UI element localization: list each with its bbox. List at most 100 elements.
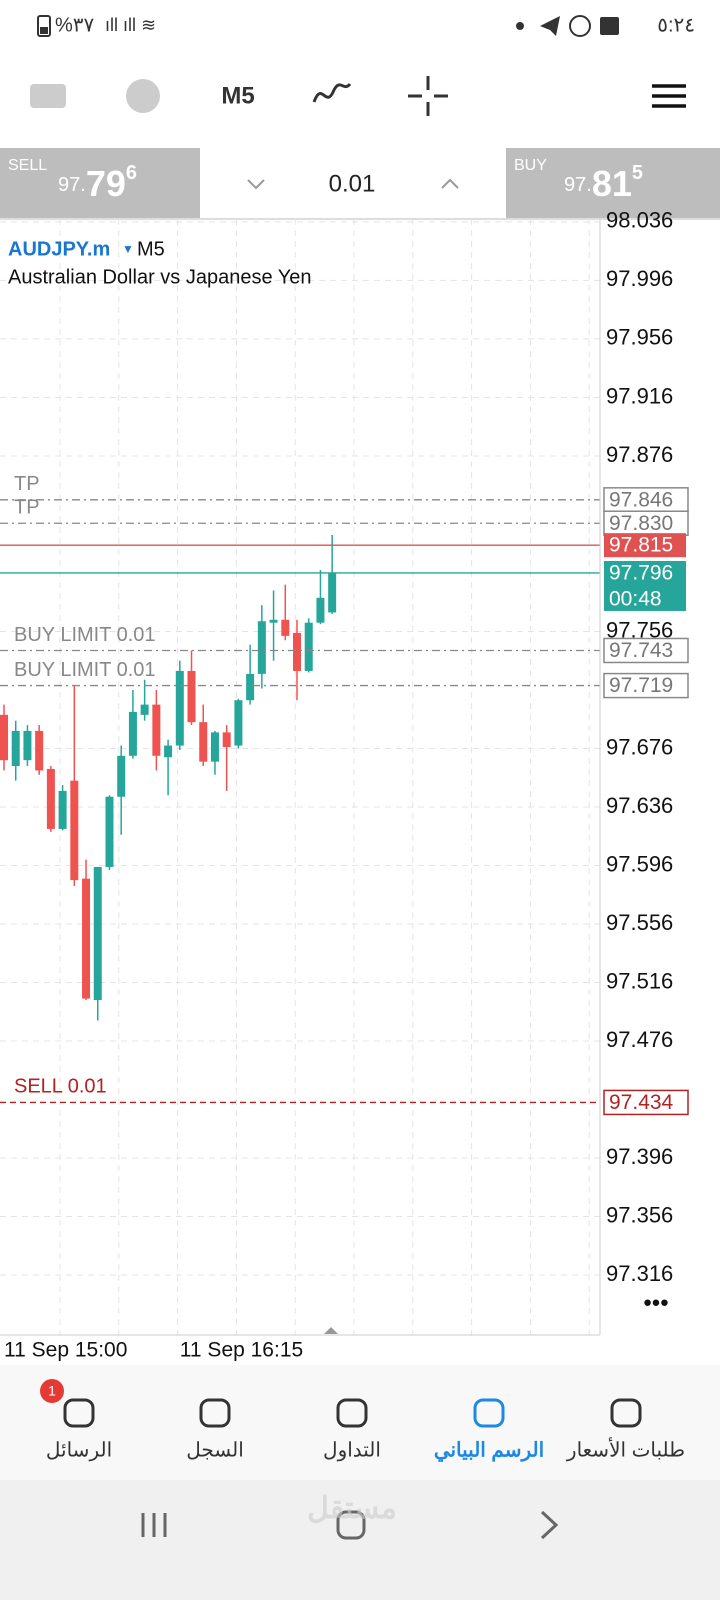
candle-body: [210, 732, 219, 762]
nav-label[interactable]: طلبات الأسعار: [566, 1436, 685, 1461]
battery-text: %٣٧: [55, 14, 95, 36]
price-level-label: BUY LIMIT 0.01: [14, 624, 156, 646]
nav-icon: [473, 1398, 505, 1428]
more-icon[interactable]: •••: [643, 1289, 668, 1316]
nav-items: الرسائل السجل التداول الرسم البياني طلبات ال…: [40, 1379, 685, 1462]
y-tick-label: 97.316: [606, 1261, 673, 1286]
candle-body: [304, 622, 313, 671]
telegram-icon: [540, 16, 560, 36]
price-level-box: [603, 672, 689, 699]
nav-label[interactable]: الرسائل: [46, 1439, 112, 1461]
candle-body: [293, 632, 301, 671]
timeframe-button[interactable]: M5: [221, 82, 254, 109]
badge-count: 1: [48, 1383, 56, 1399]
candle-body: [93, 866, 102, 1001]
symbol-description: Australian Dollar vs Japanese Yen: [8, 266, 312, 288]
candle-body: [246, 673, 255, 701]
shift-marker: [324, 1327, 338, 1334]
buy-prefix: 97.: [564, 174, 592, 196]
y-tick-label: 97.556: [606, 910, 673, 935]
battery-icon: [37, 15, 51, 37]
price-level-value: 97.743: [609, 639, 673, 662]
lot-decrease[interactable]: [247, 179, 265, 190]
nav-label[interactable]: الرسم البياني: [434, 1439, 544, 1462]
menu-icon[interactable]: [652, 84, 686, 108]
candle-body: [105, 796, 114, 867]
candle-body: [187, 670, 196, 723]
dot-icon: [516, 22, 524, 30]
sell-sup: 6: [126, 162, 137, 184]
buy-label: BUY: [514, 157, 547, 174]
y-tick-label: 97.516: [606, 968, 673, 993]
gallery-icon: [600, 17, 619, 35]
battery-level: [40, 27, 48, 34]
buy-sup: 5: [632, 162, 643, 184]
candle-body: [58, 790, 67, 829]
price-level-box: [603, 637, 689, 664]
candle-body: [257, 621, 266, 674]
y-tick-label: 98.036: [606, 208, 673, 233]
x-tick-label: 11 Sep 15:00: [4, 1339, 127, 1362]
y-tick-label: 97.356: [606, 1202, 673, 1227]
price-level-value: 97.434: [609, 1091, 674, 1114]
back-button[interactable]: [540, 1510, 559, 1540]
price-level-box: [603, 1089, 689, 1116]
y-tick-label: 97.956: [606, 325, 673, 350]
clock-icon[interactable]: [126, 79, 160, 113]
price-level-value: 97.830: [609, 512, 673, 535]
nav-icon: [199, 1398, 231, 1428]
price-level-value: 97.846: [609, 488, 673, 511]
price-level-value: 97.815: [609, 534, 673, 557]
watermark: مستقل: [307, 1492, 397, 1525]
candle-body: [164, 745, 173, 758]
lot-size[interactable]: 0.01: [329, 170, 376, 197]
candle-body: [70, 780, 79, 881]
candle-body: [152, 704, 161, 756]
buy-button[interactable]: [506, 148, 720, 219]
sell-price: 97.796: [58, 162, 137, 203]
price-level-value: 97.796: [609, 562, 673, 585]
x-tick-label: 11 Sep 16:15: [180, 1339, 303, 1362]
bar-timer: 00:48: [609, 588, 662, 611]
lot-increase[interactable]: [441, 178, 459, 189]
y-tick-label: 97.916: [606, 383, 673, 408]
nav-label[interactable]: السجل: [186, 1439, 244, 1461]
symbol-dropdown[interactable]: ▼: [122, 242, 134, 256]
y-tick-label: 97.676: [606, 734, 673, 759]
candle-body: [281, 619, 290, 636]
candle-body: [140, 704, 149, 715]
candle-body: [269, 619, 278, 623]
system-nav: [0, 1480, 720, 1600]
crosshair-icon[interactable]: [408, 76, 448, 116]
candle-body: [23, 730, 32, 761]
candle-body: [316, 597, 325, 623]
bottom-nav: [0, 1365, 720, 1480]
price-level-box: [604, 533, 686, 558]
candle-body: [328, 572, 337, 613]
badge: [40, 1379, 64, 1403]
nav-icon: [336, 1398, 368, 1428]
candle-body: [0, 714, 8, 761]
sell-big: 79: [86, 163, 126, 204]
y-tick-label: 97.876: [606, 442, 673, 467]
y-tick-label: 97.636: [606, 793, 673, 818]
candle-body: [234, 700, 243, 746]
price-level-label: TP: [14, 497, 40, 519]
candle-body: [35, 730, 44, 771]
price-level-label: SELL 0.01: [14, 1076, 107, 1098]
candle-body: [128, 711, 137, 756]
symbol[interactable]: AUDJPY.m: [8, 238, 110, 260]
price-level-label: BUY LIMIT 0.01: [14, 659, 156, 681]
y-tick-label: 97.596: [606, 851, 673, 876]
candle-body: [222, 732, 231, 748]
y-tick-label: 97.996: [606, 266, 673, 291]
sell-button[interactable]: [0, 148, 200, 219]
home-button[interactable]: [336, 1510, 366, 1540]
trade-icon[interactable]: [30, 84, 66, 108]
nav-label[interactable]: التداول: [323, 1439, 381, 1461]
indicator-icon[interactable]: [312, 82, 352, 103]
candle-body: [11, 730, 20, 767]
recents-button[interactable]: [141, 1513, 167, 1537]
